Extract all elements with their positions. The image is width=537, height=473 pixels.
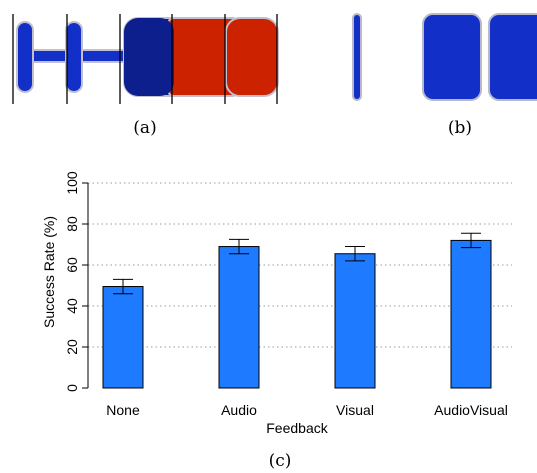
panel-a-bulb-1 (16, 21, 34, 93)
grid-lines (88, 182, 512, 348)
y-tick-label: 40 (64, 298, 80, 314)
y-tick-label: 0 (64, 384, 80, 392)
y-axis-label: Success Rate (%) (41, 216, 57, 328)
error-bars (113, 232, 481, 295)
panel-a-bulb-2 (65, 21, 83, 93)
x-tick-label: Visual (336, 402, 374, 418)
panel-a-illustration: (a) (12, 14, 279, 138)
x-axis: None Audio Visual AudioVisual (106, 402, 508, 418)
x-tick-label: AudioVisual (434, 402, 508, 418)
caption-a: (a) (133, 118, 156, 138)
y-tick-label: 60 (64, 257, 80, 273)
panel-a-vertical-lines (12, 14, 278, 104)
bars (102, 239, 492, 389)
error-bar-audio (229, 238, 249, 255)
panel-b-thin-bar (352, 13, 362, 101)
y-axis: 0 20 40 60 80 100 (64, 171, 89, 392)
y-tick-label: 100 (64, 171, 80, 195)
caption-c: (c) (269, 451, 292, 471)
bar-none (102, 286, 144, 389)
x-tick-label: None (106, 402, 140, 418)
error-bar-none (113, 278, 133, 295)
error-bar-audiovisual (461, 232, 481, 249)
bar-audiovisual (450, 239, 492, 389)
bar-audio (218, 246, 260, 389)
y-tick-label: 20 (64, 339, 80, 355)
panel-a-block-red-2 (225, 17, 279, 97)
bar-visual (334, 253, 376, 389)
panel-b-block-2 (488, 13, 537, 101)
panel-b-block-1 (422, 13, 482, 101)
y-tick-label: 80 (64, 216, 80, 232)
x-tick-label: Audio (221, 402, 257, 418)
error-bar-visual (345, 246, 365, 262)
x-axis-label: Feedback (266, 420, 328, 436)
caption-b: (b) (448, 118, 472, 138)
panel-a-block-blue-cover (124, 18, 174, 96)
panel-b-illustration: (b) (352, 13, 537, 138)
